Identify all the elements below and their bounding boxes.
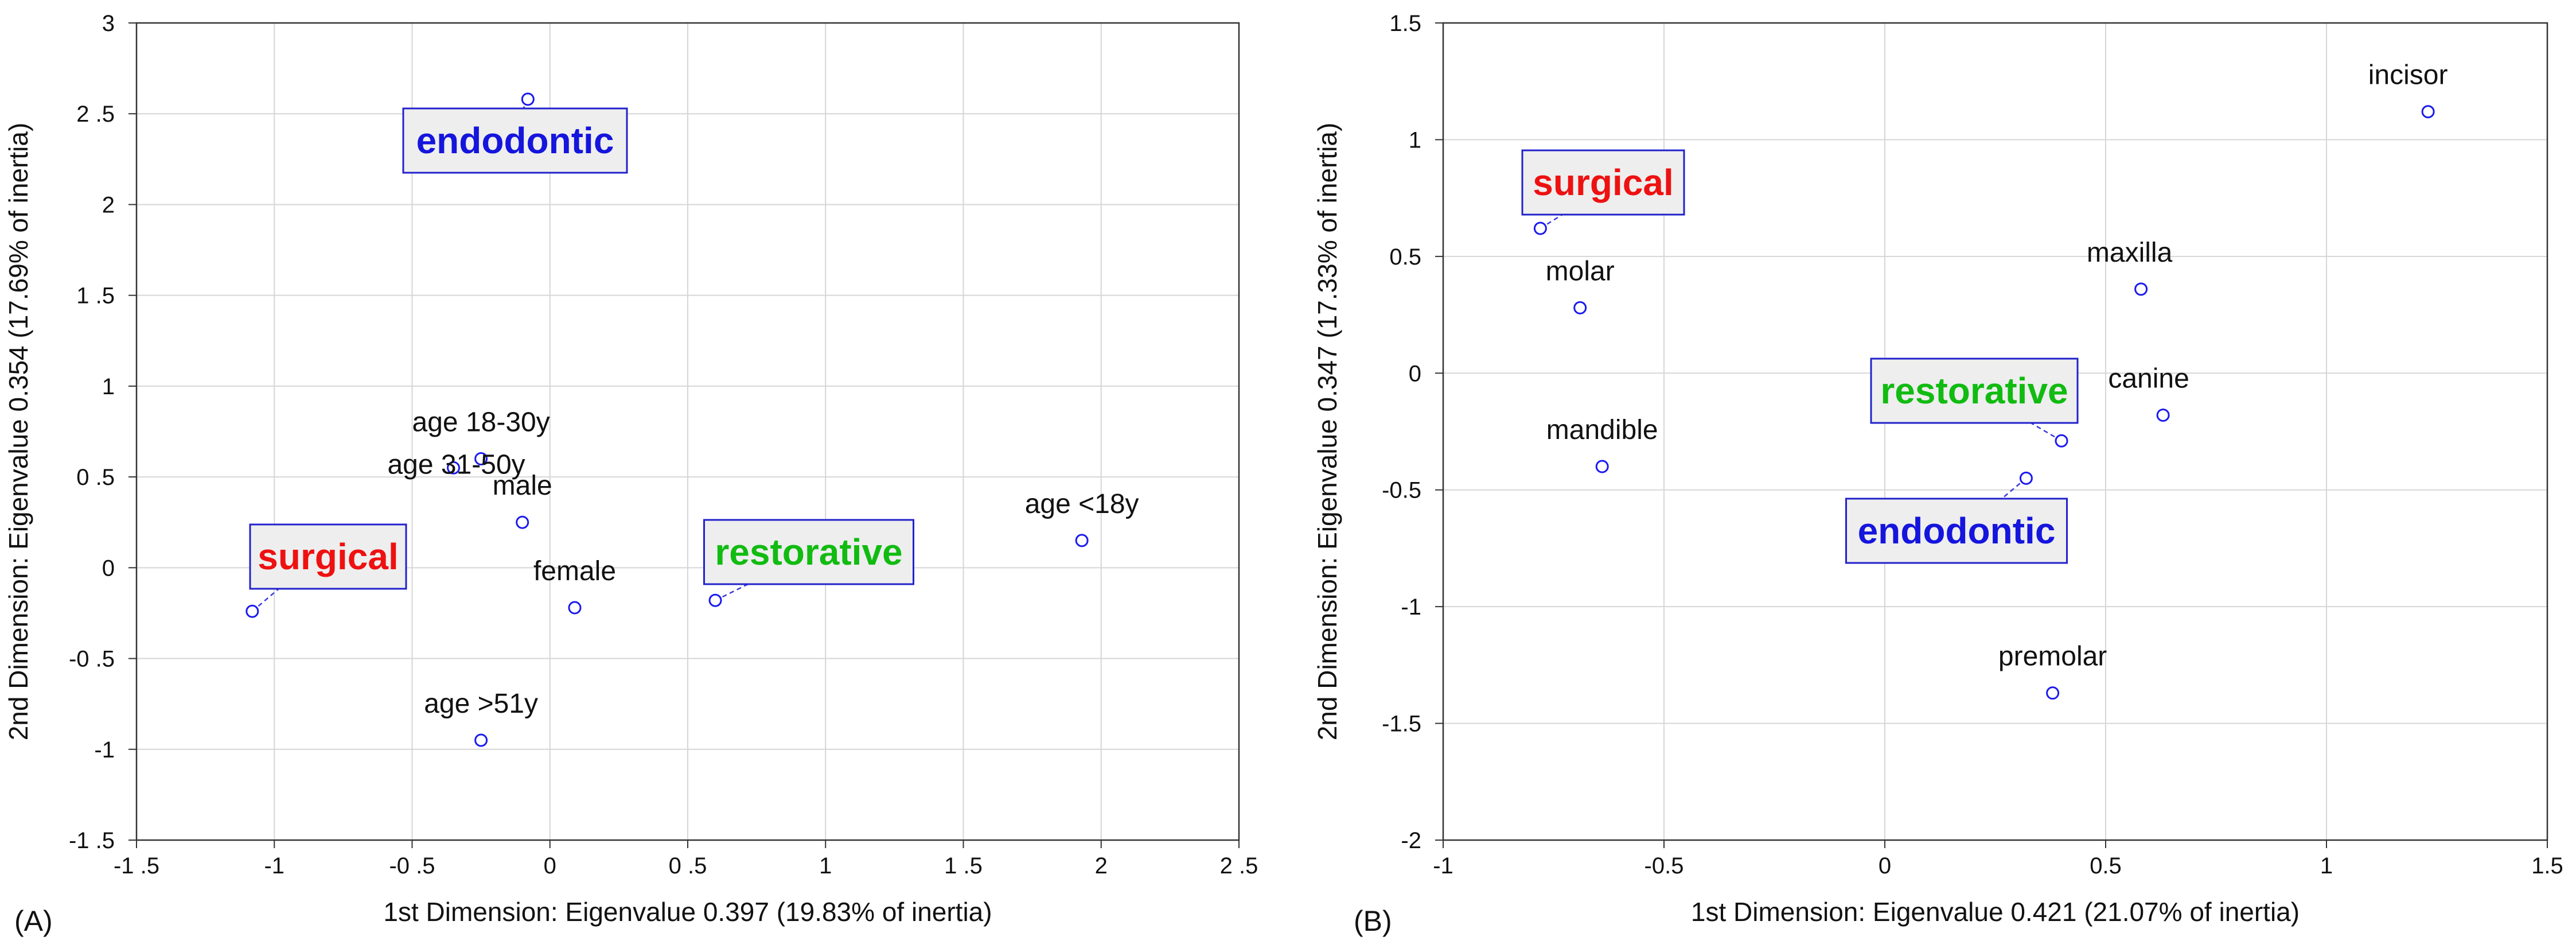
x-axis-title: 1st Dimension: Eigenvalue 0.397 (19.83% … [383, 897, 992, 927]
leader-line [252, 588, 279, 612]
point-label: age 31-50y [387, 449, 525, 480]
data-point [447, 461, 461, 475]
x-tick-label: -1 [264, 853, 285, 879]
y-tick-label: -0 .5 [69, 647, 115, 672]
point-label: molar [1546, 256, 1615, 286]
point-label: female [533, 556, 616, 586]
y-tick-label: -1 .5 [69, 828, 115, 853]
category-label-box [402, 107, 628, 174]
data-point [2134, 282, 2148, 296]
category-label: surgical [258, 536, 398, 577]
x-tick-label: 1 [2320, 853, 2333, 879]
x-tick-label: -1 .5 [114, 853, 159, 879]
category-point [708, 593, 722, 607]
data-point [1573, 301, 1587, 314]
point-label: maxilla [2087, 238, 2173, 268]
y-tick-label: -1 [94, 737, 115, 763]
x-tick-label: -0.5 [1644, 853, 1684, 879]
data-point [474, 452, 488, 465]
category-label-box [1845, 498, 2068, 564]
leader-line [715, 583, 749, 601]
data-point [1075, 534, 1089, 547]
x-tick-label: 0 .5 [669, 853, 707, 879]
category-point [1533, 222, 1547, 235]
point-label: canine [2108, 364, 2189, 394]
point-label: age <18y [1025, 489, 1139, 519]
y-axis-title: 2nd Dimension: Eigenvalue 0.354 (17.69% … [3, 123, 33, 741]
category-point [521, 92, 535, 106]
y-axis-title: 2nd Dimension: Eigenvalue 0.347 (17.33% … [1312, 123, 1342, 741]
y-tick-label: 0 [102, 555, 115, 581]
data-point [2046, 686, 2060, 700]
category-label-box [1521, 149, 1685, 216]
plot-frame [1442, 22, 2548, 841]
x-tick-label: 2 .5 [1220, 853, 1258, 879]
point-label: premolar [1998, 642, 2107, 672]
leader-line [2031, 422, 2062, 442]
point-label: male [493, 471, 552, 501]
data-point [516, 515, 529, 529]
category-point [2055, 434, 2068, 448]
y-tick-label: 1 [102, 374, 115, 399]
chart-panel-a: -1 .5 -1 -0 .5 0 0 .5 1 1 .5 2 2 .5 -1 .5 -1 -0 .5 0… [3, 11, 1258, 937]
point-label: age >51y [424, 689, 538, 719]
category-label: endodontic [416, 120, 614, 161]
x-tick-label: 1 [819, 853, 832, 879]
x-tick-label: -0 .5 [389, 853, 435, 879]
category-label-box [703, 519, 914, 585]
y-tick-label: 0 .5 [76, 465, 115, 490]
y-tick-label: 0 [1409, 361, 1421, 386]
chart-panel-b: -1 -0.5 0 0.5 1 1.5 -2 -1.5 -1 -0.5 0 0.5 1 1.5 1st Di… [1312, 11, 2563, 937]
y-tick-label: -2 [1401, 828, 1421, 853]
y-tick-label: -1.5 [1382, 712, 1421, 737]
y-tick-label: 1 .5 [76, 283, 115, 309]
category-label-box [249, 523, 407, 590]
x-tick-label: -1 [1433, 853, 1453, 879]
panel-label: (A) [14, 905, 53, 937]
x-tick-label: 1.5 [2531, 853, 2563, 879]
y-tick-label: -0.5 [1382, 478, 1421, 503]
x-tick-label: 2 [1095, 853, 1108, 879]
y-tick-label: 0.5 [1389, 244, 1421, 270]
data-point [2421, 105, 2435, 119]
category-point [2019, 471, 2033, 485]
x-axis-title: 1st Dimension: Eigenvalue 0.421 (21.07% … [1691, 897, 2300, 927]
data-point [568, 601, 582, 615]
data-point [2156, 409, 2170, 422]
x-tick-label: 0 [1879, 853, 1891, 879]
point-label: incisor [2368, 60, 2448, 91]
point-label: mandible [1546, 415, 1658, 445]
x-tick-label: 0.5 [2090, 853, 2122, 879]
leader-line [2001, 477, 2027, 499]
y-tick-label: 1 [1409, 127, 1421, 153]
y-tick-label: 2 [102, 192, 115, 217]
y-tick-label: 2 .5 [76, 102, 115, 127]
data-point [1595, 460, 1609, 473]
point-label: age 18-30y [412, 407, 550, 437]
x-tick-label: 0 [544, 853, 556, 879]
y-tick-label: -1 [1401, 594, 1421, 620]
panel-label: (B) [1354, 905, 1392, 937]
category-label-box [1870, 358, 2079, 424]
y-tick-label: 1.5 [1389, 11, 1421, 36]
data-point [474, 733, 488, 747]
category-label: endodontic [1858, 510, 2056, 551]
y-tick-label: 3 [102, 11, 115, 36]
category-label: restorative [1880, 370, 2068, 411]
category-point [245, 604, 259, 618]
x-tick-label: 1 .5 [944, 853, 983, 879]
category-label: surgical [1533, 162, 1673, 203]
category-label: restorative [715, 531, 902, 573]
